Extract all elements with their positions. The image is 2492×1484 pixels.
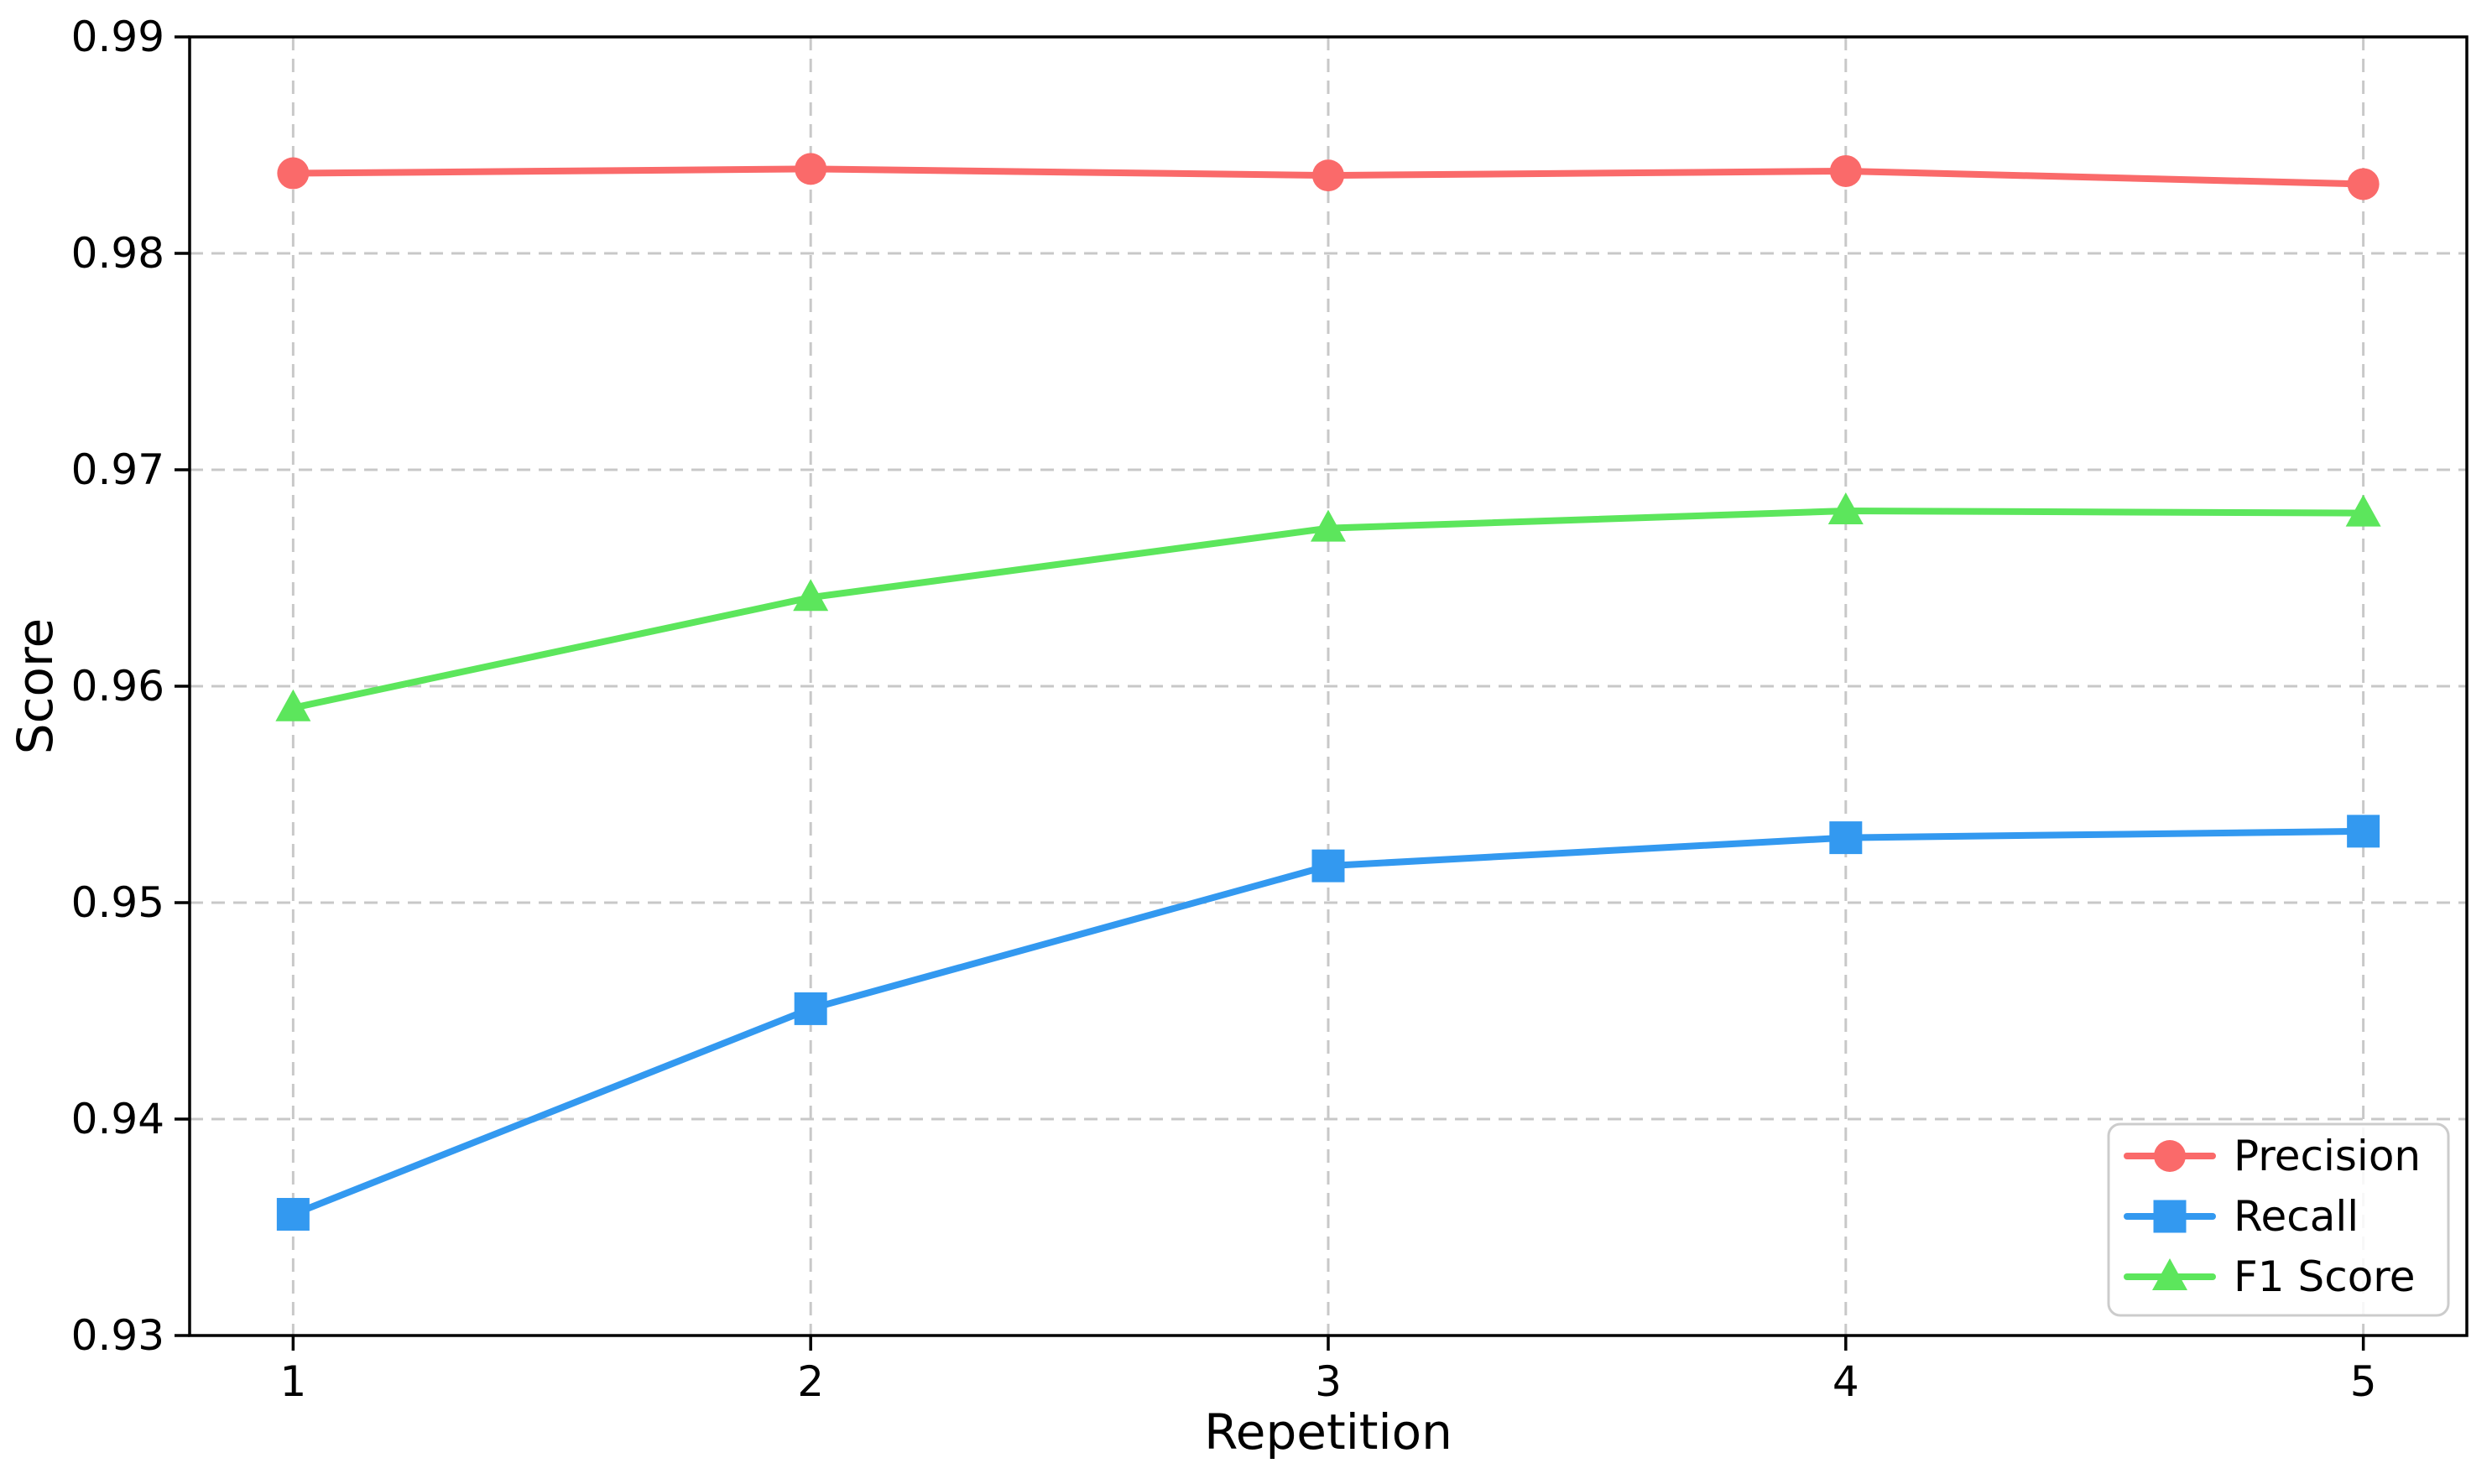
legend-entry-f1-score: F1 Score	[2124, 1252, 2416, 1301]
data-point-precision-1	[277, 157, 310, 190]
plot-frame	[188, 35, 2469, 1337]
data-point-precision-2	[795, 153, 827, 185]
legend-marker-circle-icon	[2154, 1140, 2186, 1172]
legend-marker-square-icon	[2153, 1200, 2187, 1233]
data-point-f1-score-1	[275, 689, 311, 721]
data-point-f1-score-2	[793, 579, 829, 612]
data-point-f1-score-4	[1827, 492, 1864, 525]
data-point-recall-5	[2347, 815, 2380, 848]
y-tick-label: 0.93	[71, 1311, 164, 1360]
legend-layer: Precision Recall F1 Score	[2107, 1122, 2450, 1317]
y-tick-label: 0.99	[71, 13, 164, 61]
y-tick-label: 0.97	[71, 445, 164, 494]
y-axis-label: Score	[7, 618, 64, 754]
legend-marker-triangle-icon	[2152, 1258, 2187, 1290]
x-tick-label: 2	[797, 1357, 824, 1406]
legend-box	[2107, 1122, 2450, 1317]
data-point-recall-2	[794, 992, 827, 1025]
y-tick-label: 0.94	[71, 1095, 164, 1143]
x-tick-label: 1	[279, 1357, 306, 1406]
data-point-f1-score-3	[1311, 509, 1346, 542]
legend-entry-recall: Recall	[2124, 1192, 2359, 1241]
data-point-f1-score-5	[2345, 494, 2381, 527]
y-tick-label: 0.95	[71, 878, 164, 927]
legend-entry-precision: Precision	[2124, 1132, 2421, 1180]
data-point-recall-1	[276, 1198, 310, 1231]
y-tick-label: 0.98	[71, 229, 164, 278]
series-layer	[275, 153, 2381, 1231]
legend-label: Recall	[2234, 1192, 2359, 1241]
x-tick-label: 4	[1833, 1357, 1859, 1406]
x-tick-label: 3	[1315, 1357, 1342, 1406]
x-tick-label: 5	[2350, 1357, 2377, 1406]
legend-label: Precision	[2234, 1132, 2421, 1180]
data-point-recall-4	[1829, 821, 1863, 855]
data-point-precision-3	[1312, 159, 1344, 192]
data-point-precision-5	[2347, 168, 2380, 200]
legend-label: F1 Score	[2234, 1252, 2416, 1301]
data-point-recall-3	[1311, 849, 1345, 883]
x-axis-label: Repetition	[1204, 1403, 1452, 1461]
y-tick-label: 0.96	[71, 662, 164, 711]
data-point-precision-4	[1829, 154, 1862, 187]
axes-layer: 1 2 3 4 5 0.93 0.94 0.95 0.96 0.97 0.98 0.99	[71, 13, 2469, 1406]
